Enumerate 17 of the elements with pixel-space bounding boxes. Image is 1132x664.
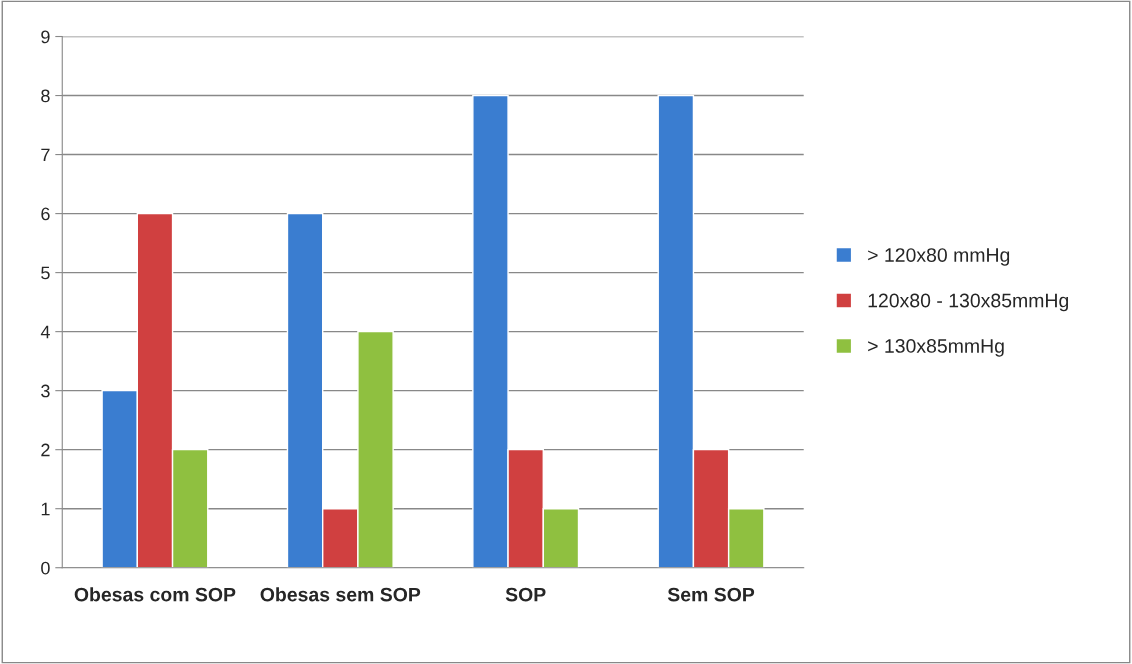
y-tick-label: 0	[41, 561, 50, 575]
legend-label: > 120x80 mmHg	[868, 248, 1010, 266]
y-tick-label: 6	[41, 207, 50, 221]
x-tick-label: Obesas sem SOP	[260, 587, 421, 602]
y-tick-label: 4	[40, 325, 50, 339]
legend-label: > 130x85mmHg	[868, 339, 1004, 357]
x-tick-label: Sem SOP	[667, 587, 755, 602]
y-tick-label: 7	[41, 148, 50, 162]
y-tick-label: 9	[41, 30, 50, 44]
x-tick-label: SOP	[505, 587, 546, 602]
legend-label: 120x80 - 130x85mmHg	[868, 293, 1069, 312]
x-tick-label: Obesas com SOP	[74, 587, 236, 602]
y-tick-label: 1	[41, 502, 50, 516]
y-tick-label: 2	[41, 443, 50, 457]
y-tick-label: 8	[41, 89, 50, 103]
y-tick-label: 5	[41, 266, 50, 280]
y-tick-label: 3	[41, 384, 50, 398]
